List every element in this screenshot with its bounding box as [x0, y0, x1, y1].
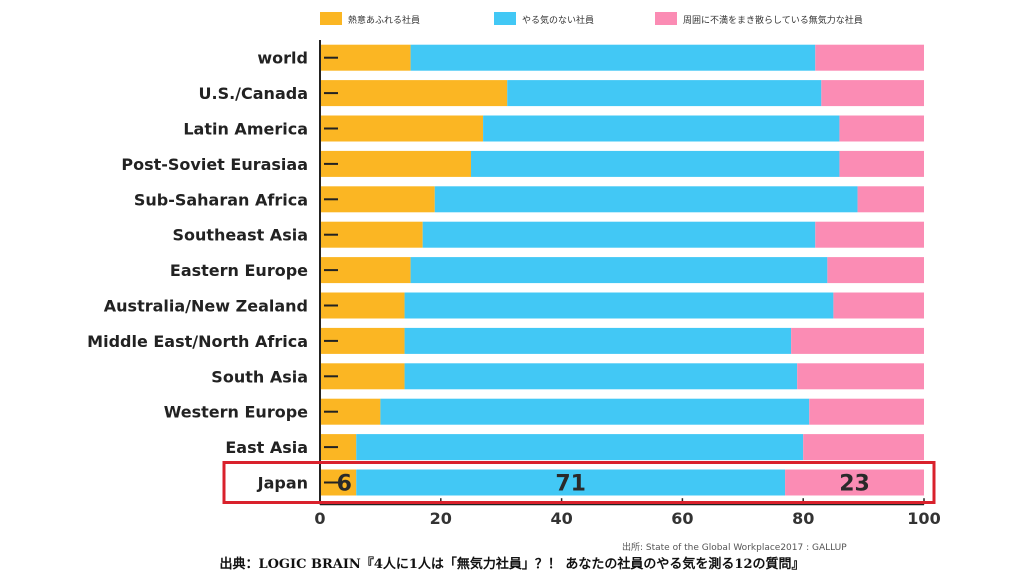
- category-label: world: [257, 49, 308, 68]
- category-label: Southeast Asia: [172, 226, 308, 245]
- category-label: Western Europe: [164, 403, 308, 422]
- data-label: 6: [337, 472, 352, 497]
- category-labels: world U.S./Canada Latin America Post-Soviet…: [87, 49, 308, 493]
- bar-segment: [827, 257, 924, 284]
- bar-segment: [404, 363, 798, 390]
- category-label: Japan: [257, 474, 308, 493]
- x-axis: 0 20 40 60 80 100: [314, 40, 941, 528]
- bar-segment: [797, 363, 924, 390]
- legend-swatch-1: [320, 12, 342, 25]
- bar-segment: [410, 44, 816, 71]
- data-labels: 6 71 23: [337, 472, 870, 497]
- bar-segment: [785, 469, 924, 496]
- bar-segment: [821, 80, 924, 107]
- legend-label-2: やる気のない社員: [522, 14, 594, 26]
- x-tick-label: 100: [907, 509, 940, 528]
- category-label: East Asia: [225, 438, 308, 457]
- bar-segment: [410, 257, 828, 284]
- category-label: Latin America: [183, 120, 308, 139]
- category-label: Australia/New Zealand: [104, 297, 308, 316]
- category-label: Middle East/North Africa: [87, 332, 308, 351]
- bar-segment: [320, 80, 508, 107]
- bar-segment: [815, 221, 924, 248]
- x-tick-label: 20: [430, 509, 452, 528]
- bar-segment: [791, 327, 924, 354]
- legend: 熱意あふれる社員 やる気のない社員 周囲に不満をまき散らしている無気力な社員: [320, 12, 863, 26]
- legend-swatch-3: [655, 12, 677, 25]
- bar-segment: [809, 398, 924, 425]
- highlight-rect: [222, 461, 936, 504]
- bar-segment: [356, 434, 804, 461]
- bar-segment: [320, 150, 471, 177]
- x-tick-label: 0: [314, 509, 325, 528]
- bar-segment: [320, 115, 484, 142]
- bars: [320, 44, 924, 496]
- bar-segment: [839, 150, 924, 177]
- bar-segment: [815, 44, 924, 71]
- bar-segment: [857, 186, 924, 213]
- bar-segment: [434, 186, 858, 213]
- category-label: U.S./Canada: [199, 84, 309, 103]
- category-label: South Asia: [211, 367, 308, 386]
- category-label: Eastern Europe: [170, 261, 308, 280]
- bar-segment: [483, 115, 840, 142]
- bar-segment: [833, 292, 924, 319]
- category-label: Sub-Saharan Africa: [134, 190, 308, 209]
- bar-segment: [839, 115, 924, 142]
- x-tick-label: 80: [792, 509, 814, 528]
- source-note: 出所: State of the Global Workplace2017 : …: [622, 541, 847, 553]
- x-tick-label: 40: [550, 509, 572, 528]
- legend-label-1: 熱意あふれる社員: [348, 14, 420, 26]
- category-label: Post-Soviet Eurasiaa: [121, 155, 308, 174]
- highlight-box: [222, 461, 936, 504]
- legend-label-3: 周囲に不満をまき散らしている無気力な社員: [683, 14, 863, 26]
- bar-segment: [422, 221, 816, 248]
- bar-segment: [803, 434, 924, 461]
- x-tick-label: 60: [671, 509, 693, 528]
- bar-segment: [356, 469, 786, 496]
- bar-segment: [320, 186, 435, 213]
- bar-segment: [380, 398, 810, 425]
- bar-segment: [471, 150, 840, 177]
- bar-segment: [404, 327, 792, 354]
- bar-segment: [507, 80, 822, 107]
- data-label: 71: [555, 472, 586, 497]
- data-label: 23: [839, 472, 870, 497]
- caption: 出典：LOGIC BRAIN『4人に1人は「無気力社員」？！ あなたの社員のやる…: [219, 557, 805, 572]
- legend-swatch-2: [494, 12, 516, 25]
- bar-segment: [404, 292, 834, 319]
